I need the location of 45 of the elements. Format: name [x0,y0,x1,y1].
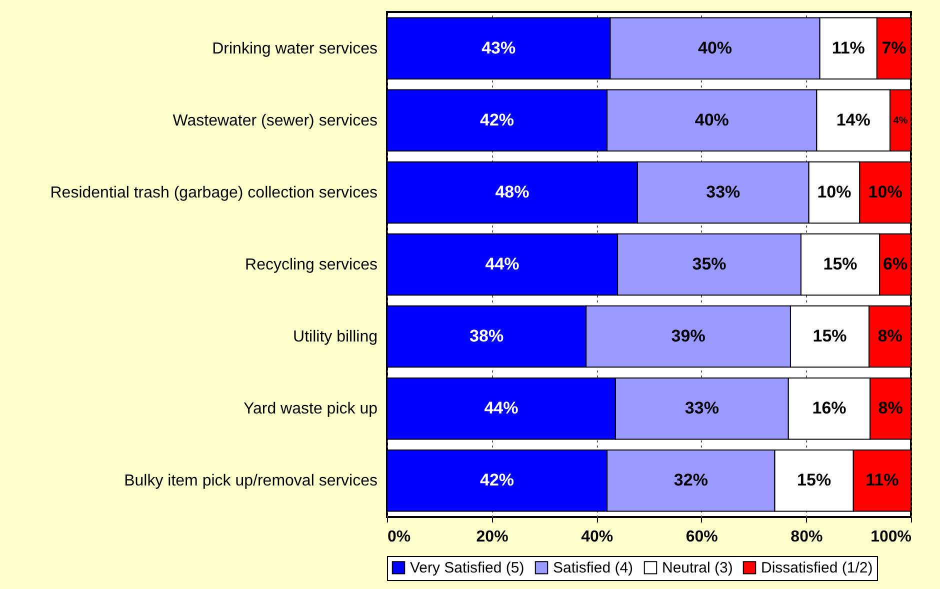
data-label: 33% [706,182,740,202]
data-label: 10% [817,182,852,202]
y-tick-label: Recycling services [245,256,378,274]
y-tick-label: Wastewater (sewer) services [172,112,378,130]
data-label: 15% [812,326,847,346]
data-label: 15% [823,254,858,274]
y-tick-label: Drinking water services [212,40,378,58]
data-label: 7% [882,38,906,58]
x-tick-label: 40% [581,528,614,546]
data-label: 38% [470,326,504,346]
y-tick-label: Utility billing [293,328,378,346]
data-label: 42% [480,110,514,130]
data-label: 44% [484,398,518,418]
data-label: 10% [868,182,902,202]
x-tick-label: 60% [686,528,718,546]
data-label: 40% [694,110,729,130]
data-label: 11% [832,38,865,58]
data-label: 35% [692,254,726,274]
legend-label: Dissatisfied (1/2) [761,560,873,577]
data-label: 32% [674,470,708,490]
data-label: 33% [684,398,719,418]
data-label: 4% [893,115,908,126]
data-label: 44% [485,254,520,274]
data-label: 14% [836,110,870,130]
data-label: 39% [671,326,706,346]
x-tick-label: 0% [388,528,411,546]
x-tick-label: 100% [870,528,912,546]
data-label: 40% [698,38,732,58]
data-label: 48% [495,182,530,202]
legend-label: Very Satisfied (5) [410,560,524,577]
data-label: 15% [797,470,832,490]
x-tick-label: 20% [476,528,508,546]
y-tick-label: Residential trash (garbage) collection services [50,184,378,202]
y-tick-label: Bulky item pick up/removal services [124,472,378,490]
data-label: 42% [480,470,514,490]
data-label: 43% [482,38,516,58]
legend-label: Neutral (3) [662,560,733,577]
x-tick-label: 80% [790,528,823,546]
data-label: 11% [866,470,899,490]
data-label: 6% [882,254,908,274]
data-label: 8% [878,398,903,418]
data-label: 8% [878,326,902,346]
y-tick-label: Yard waste pick up [244,400,378,418]
legend-label: Satisfied (4) [553,560,634,577]
data-label: 16% [812,398,846,418]
